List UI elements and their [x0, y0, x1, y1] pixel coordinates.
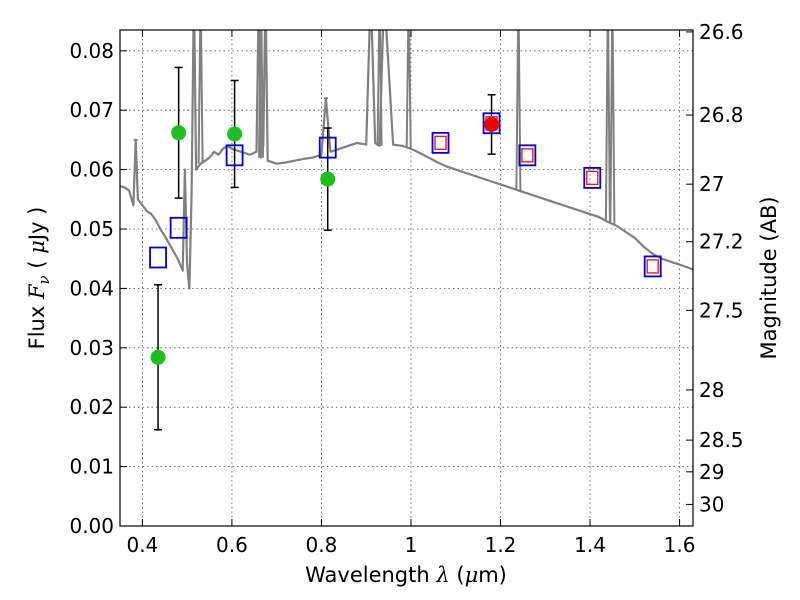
observed-point	[171, 125, 187, 141]
red-point	[484, 116, 500, 132]
y2-tick-label: 27	[699, 172, 724, 196]
y2-tick-label: 27.5	[699, 298, 744, 322]
y2-tick-label: 28	[699, 378, 724, 402]
observed-point	[227, 126, 243, 142]
y-tick-label: 0.07	[69, 98, 114, 122]
y2-tick-label: 29	[699, 460, 724, 484]
observed-point	[150, 349, 166, 365]
y-tick-label: 0.03	[69, 336, 114, 360]
model-photometry-inner-box	[586, 170, 599, 186]
y-tick-label: 0.01	[69, 455, 114, 479]
y-axis-title: Flux Fν ( μJy )	[25, 207, 53, 350]
model-spectrum-line	[120, 30, 693, 290]
model-photometry-box	[149, 246, 167, 269]
model-photometry-box	[169, 216, 188, 239]
model-photometry-inner-box	[646, 259, 659, 274]
grid-lines	[120, 30, 693, 527]
y2-tick-label: 27.2	[699, 230, 744, 254]
tick-layer: 0.4 0.6 0.8 1 1.2 1.4 1.6 0.00 0.01 0.02 0.03 0.04 0…	[69, 20, 743, 557]
y-tick-label: 0.05	[69, 217, 114, 241]
emission-line-spike	[376, 30, 383, 146]
model-photometry-box	[482, 112, 501, 135]
y-tick-label: 0.06	[69, 158, 114, 182]
model-photometry-box	[318, 136, 337, 159]
emission-line-spike	[258, 30, 264, 158]
y-tick-label: 0.02	[69, 395, 114, 419]
plot-frame	[119, 29, 694, 527]
y2-tick-label: 30	[699, 492, 724, 516]
model-photometry-inner-box	[521, 148, 534, 163]
x-tick-label: 0.6	[216, 533, 248, 557]
y2-tick-label: 26.8	[699, 103, 744, 127]
emission-line-spike	[604, 30, 611, 222]
x-tick-label: 1.6	[664, 533, 696, 557]
model-photometry-box	[643, 255, 662, 278]
x-tick-label: 0.4	[126, 533, 158, 557]
model-photometry-inner-box	[434, 135, 447, 151]
model-spectrum-layer	[120, 30, 693, 290]
x-tick-label: 0.8	[306, 533, 338, 557]
model-photometry-box	[518, 144, 537, 167]
model-photometry-box	[431, 131, 450, 154]
emission-line-spike	[515, 30, 522, 191]
x-tick-label: 1.4	[574, 533, 606, 557]
model-photometry-box	[225, 144, 244, 167]
x-axis-title: Wavelength λ (μm)	[305, 563, 507, 587]
y-tick-label: 0.04	[69, 276, 114, 300]
emission-line-spike	[405, 30, 412, 149]
y2-tick-label: 26.6	[699, 20, 744, 44]
model-photometry-box	[583, 167, 602, 189]
emission-line-spike	[197, 30, 204, 164]
observed-point	[320, 171, 336, 187]
y-tick-label: 0.08	[69, 39, 114, 63]
x-tick-label: 1.2	[485, 533, 517, 557]
y2-axis-title: Magnitude (AB)	[757, 196, 781, 359]
emission-line-spike	[609, 30, 616, 224]
marker-layer	[149, 112, 662, 365]
y-tick-label: 0.00	[69, 514, 114, 538]
y2-tick-label: 28.5	[699, 428, 744, 452]
x-tick-label: 1	[405, 533, 418, 557]
